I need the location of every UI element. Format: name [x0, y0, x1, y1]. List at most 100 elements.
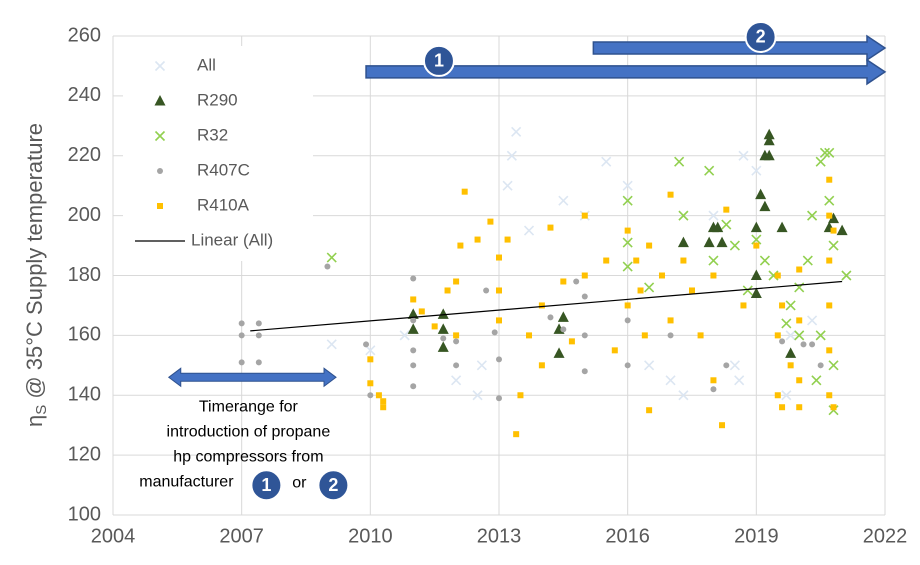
- y-label-rest: @ 35°C Supply temperature: [22, 123, 47, 405]
- point: [830, 227, 837, 234]
- point: [517, 392, 524, 399]
- point: [380, 398, 387, 405]
- point: [407, 323, 419, 334]
- point: [712, 221, 724, 233]
- point: [794, 330, 805, 341]
- point: [453, 332, 460, 339]
- point: [601, 156, 612, 167]
- point: [474, 236, 481, 243]
- point: [774, 392, 781, 399]
- point: [828, 360, 839, 371]
- point: [828, 212, 840, 224]
- point: [410, 347, 417, 354]
- point: [622, 261, 633, 272]
- legend-label: Linear (All): [191, 230, 273, 249]
- point: [779, 404, 786, 411]
- point: [759, 255, 770, 266]
- point: [796, 404, 803, 411]
- point: [453, 278, 460, 285]
- point: [841, 270, 852, 281]
- point: [815, 156, 826, 167]
- legend-box: [123, 46, 313, 261]
- x-tick-label: 2013: [477, 525, 522, 547]
- point: [496, 356, 502, 363]
- point: [753, 242, 760, 249]
- y-tick-label: 160: [68, 324, 101, 346]
- point: [496, 317, 502, 324]
- point: [238, 332, 245, 339]
- timerange-text: hp compressors from: [173, 449, 323, 466]
- point: [800, 341, 807, 348]
- point: [787, 362, 794, 369]
- point: [523, 225, 535, 236]
- point: [496, 287, 502, 294]
- point: [776, 221, 788, 233]
- point: [644, 282, 655, 293]
- point: [817, 362, 824, 369]
- point: [476, 360, 487, 371]
- point: [487, 218, 494, 225]
- point: [826, 302, 833, 309]
- point: [255, 332, 262, 339]
- point: [431, 323, 438, 330]
- point: [641, 332, 648, 339]
- point: [826, 347, 833, 354]
- point: [729, 240, 740, 251]
- point: [624, 362, 631, 369]
- range-arrow: [365, 58, 887, 86]
- point: [437, 323, 449, 334]
- point: [407, 308, 419, 319]
- point: [444, 287, 451, 294]
- point: [815, 330, 826, 341]
- legend-label: R290: [197, 90, 238, 109]
- point: [255, 359, 262, 366]
- point: [418, 308, 425, 315]
- y-tick-label: 140: [68, 384, 101, 406]
- point: [763, 149, 775, 161]
- badge: [422, 44, 455, 77]
- point: [826, 212, 833, 219]
- point: [622, 195, 633, 206]
- point: [410, 362, 417, 369]
- point: [496, 254, 502, 261]
- point: [824, 195, 835, 206]
- point: [491, 329, 498, 336]
- point: [538, 302, 545, 309]
- point: [451, 375, 462, 386]
- point: [665, 375, 676, 386]
- point: [483, 287, 490, 294]
- x-tick-label: 2010: [348, 525, 393, 547]
- timerange-text: or: [292, 475, 307, 492]
- point: [646, 407, 653, 414]
- point: [811, 375, 822, 386]
- point: [719, 422, 726, 429]
- timerange-arrow: [167, 367, 337, 388]
- point: [603, 257, 610, 264]
- point: [581, 272, 588, 279]
- point: [568, 338, 575, 345]
- point: [667, 317, 674, 324]
- x-tick-label: 2004: [91, 525, 136, 547]
- point: [538, 362, 545, 369]
- point: [624, 227, 631, 234]
- point: [785, 347, 797, 358]
- point: [710, 386, 717, 393]
- point: [703, 236, 715, 248]
- point: [624, 317, 631, 324]
- y-tick-label: 220: [68, 144, 101, 166]
- trendline: [250, 280, 843, 332]
- point: [826, 257, 833, 264]
- point: [375, 392, 382, 399]
- y-tick-label: 200: [68, 204, 101, 226]
- point: [704, 165, 715, 176]
- point: [667, 191, 674, 198]
- timerange-text: introduction of propane: [167, 424, 331, 441]
- point: [547, 314, 554, 321]
- badge-label: 1: [261, 475, 271, 495]
- point: [755, 188, 767, 200]
- point: [763, 128, 775, 140]
- point: [667, 332, 674, 339]
- point: [611, 347, 618, 354]
- point: [399, 330, 410, 341]
